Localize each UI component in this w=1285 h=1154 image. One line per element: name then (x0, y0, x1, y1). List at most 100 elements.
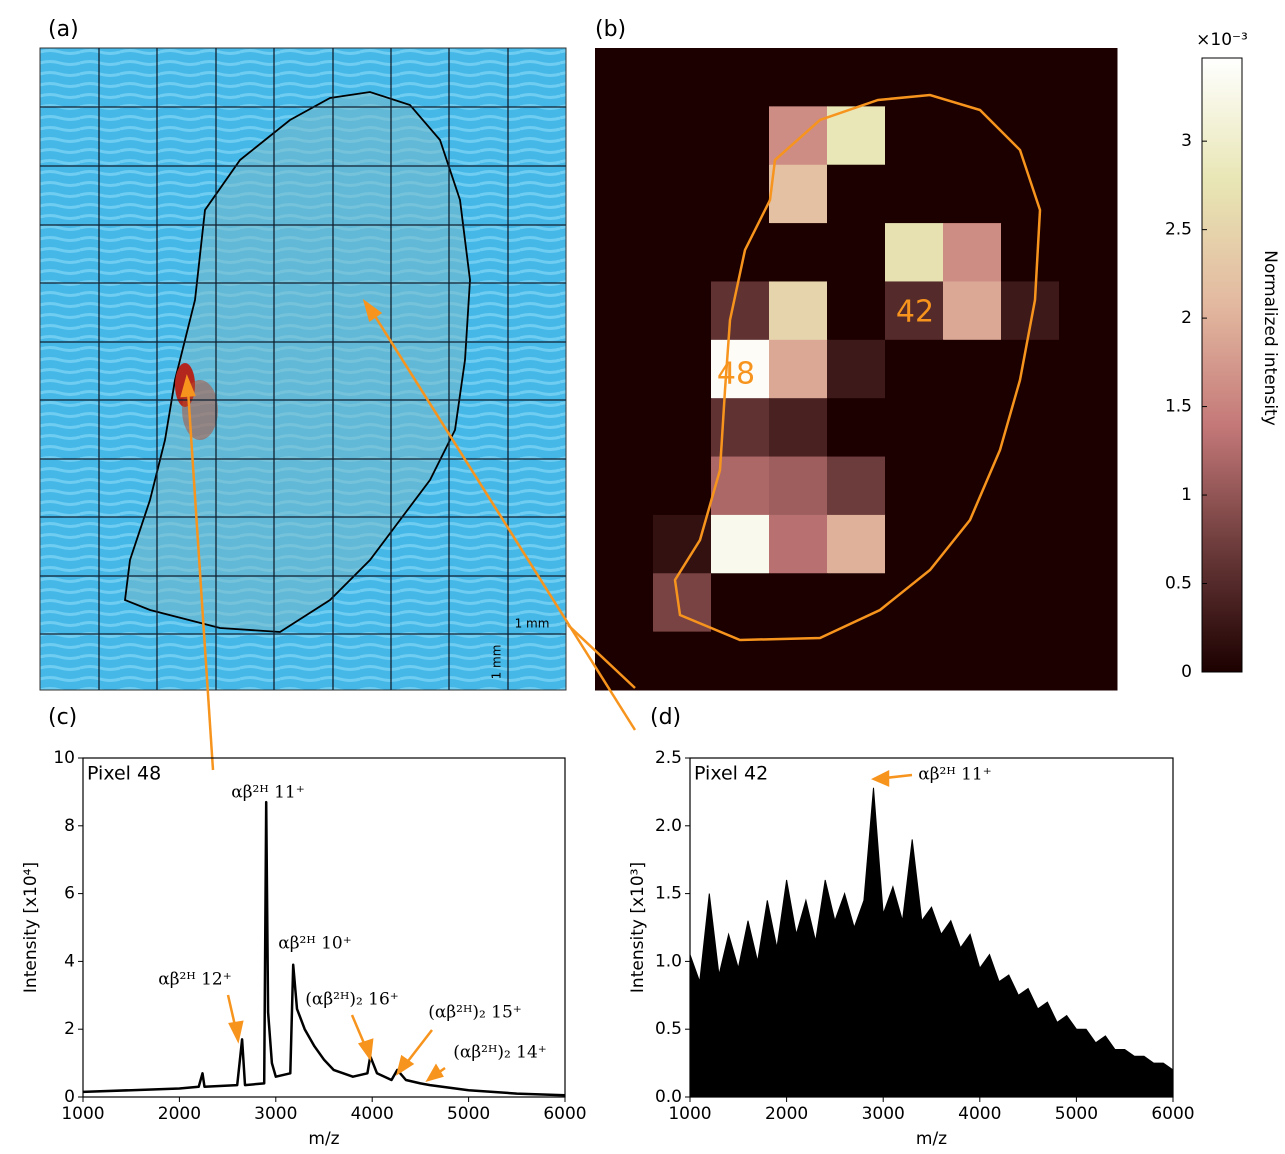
heat-cell (1001, 48, 1060, 107)
heat-cell (1059, 631, 1118, 691)
y-tick-label: 10 (53, 748, 75, 768)
panel-label: (a) (48, 17, 79, 42)
heat-cell (885, 398, 944, 458)
colorbar-tick-label: 2.5 (1165, 220, 1192, 240)
x-axis-label: m/z (916, 1129, 947, 1149)
heat-cell (769, 48, 828, 107)
x-tick-label: 6000 (543, 1104, 586, 1124)
heat-cell (943, 398, 1002, 458)
panel-subtitle: Pixel 48 (87, 763, 161, 785)
heat-cell (711, 514, 770, 574)
heat-cell (827, 281, 886, 341)
spectrum-d: 1000 2000 3000 4000 5000 6000 0.0 0.5 1.0 1.5 2.0 2… (628, 748, 1195, 1149)
heat-cell (711, 573, 770, 633)
heat-cell (653, 223, 712, 282)
x-axis-label: m/z (308, 1129, 339, 1149)
heat-cell (1059, 339, 1118, 399)
scale-label: 1 mm (515, 617, 550, 631)
heat-cell (769, 223, 828, 282)
heat-cell (653, 281, 712, 341)
spectrum-c: 1000 2000 3000 4000 5000 6000 0 2 4 6 8 10 m/z Intens… (21, 748, 587, 1149)
heat-cell (769, 456, 828, 516)
heat-cell (885, 281, 944, 341)
heat-cell (885, 456, 944, 516)
heat-cell (769, 164, 828, 224)
heat-cell (827, 339, 886, 399)
heat-cell (711, 398, 770, 458)
spectrum-line (82, 800, 566, 1097)
heat-cell (827, 631, 886, 691)
heat-cell (595, 164, 654, 224)
heat-cell (595, 106, 654, 166)
x-tick-label: 3000 (862, 1104, 905, 1124)
heat-cell (1059, 223, 1118, 282)
y-tick-label: 2 (64, 1019, 75, 1039)
heat-cell (1001, 514, 1060, 574)
plot-frame (689, 757, 1174, 1098)
heat-cell (1059, 106, 1118, 166)
heat-cell (827, 48, 886, 107)
heat-cell (827, 456, 886, 516)
heat-cell (1059, 164, 1118, 224)
x-tick-label: 4000 (958, 1104, 1001, 1124)
colorbar-tick-label: 3 (1181, 131, 1192, 151)
colorbar-tick-label: 2 (1181, 308, 1192, 328)
heat-cell (769, 514, 828, 574)
colorbar-scale: ×10⁻³ (1196, 30, 1248, 50)
x-tick-label: 2000 (158, 1104, 201, 1124)
y-tick-label: 1.0 (655, 951, 682, 971)
scale-label: 1 mm (490, 645, 504, 680)
heat-cell (1001, 164, 1060, 224)
heat-cell (653, 106, 712, 166)
heat-cell (943, 281, 1002, 341)
x-tick-label: 1000 (61, 1104, 104, 1124)
heat-cell (1059, 398, 1118, 458)
peak-label: (αβ²ᴴ)₂ 16⁺ (305, 990, 399, 1010)
heat-cell (885, 223, 944, 282)
heat-cell (827, 223, 886, 282)
heat-cell (1001, 573, 1060, 633)
connector-arrows (180, 298, 637, 771)
x-tick-label: 2000 (765, 1104, 808, 1124)
heat-cell (653, 48, 712, 107)
heat-cell (595, 456, 654, 516)
y-tick-label: 1.5 (655, 884, 682, 904)
heat-cell (653, 631, 712, 691)
x-tick-label: 5000 (447, 1104, 490, 1124)
colorbar-tick-label: 1 (1181, 485, 1192, 505)
y-tick-label: 0 (64, 1087, 75, 1107)
x-tick-label: 6000 (1151, 1104, 1194, 1124)
colorbar-label: Normalized intensity (1260, 250, 1280, 426)
panel-label: (b) (595, 17, 626, 42)
heat-cell (1059, 281, 1118, 341)
y-axis-label: Intensity [x10³] (628, 862, 648, 993)
heat-cell (653, 164, 712, 224)
heat-cell (943, 514, 1002, 574)
plot-frame (82, 757, 566, 1098)
heat-cell (943, 48, 1002, 107)
x-tick-label: 5000 (1055, 1104, 1098, 1124)
heat-cell (769, 339, 828, 399)
colorbar: 0 0.5 1 1.5 2 2.5 3 (1165, 57, 1243, 682)
heat-cell (711, 281, 770, 341)
peak-label: (αβ²ᴴ)₂ 15⁺ (428, 1003, 522, 1023)
heat-cell (595, 281, 654, 341)
heat-cell (1059, 456, 1118, 516)
heat-cell (943, 339, 1002, 399)
heat-cell (1059, 573, 1118, 633)
heat-cell (943, 223, 1002, 282)
heat-cell (885, 164, 944, 224)
heat-cell (769, 281, 828, 341)
heat-cell (827, 573, 886, 633)
panel-label: (c) (48, 705, 77, 730)
peak-arrows (226, 769, 913, 1083)
peak-label: αβ²ᴴ 10⁺ (278, 934, 351, 954)
x-tick-label: 1000 (668, 1104, 711, 1124)
heat-cell (943, 164, 1002, 224)
heat-cell (769, 631, 828, 691)
heat-cell (769, 573, 828, 633)
y-axis-label: Intensity [x10⁴] (21, 862, 41, 993)
heat-cell (1001, 631, 1060, 691)
heat-cell (1059, 514, 1118, 574)
